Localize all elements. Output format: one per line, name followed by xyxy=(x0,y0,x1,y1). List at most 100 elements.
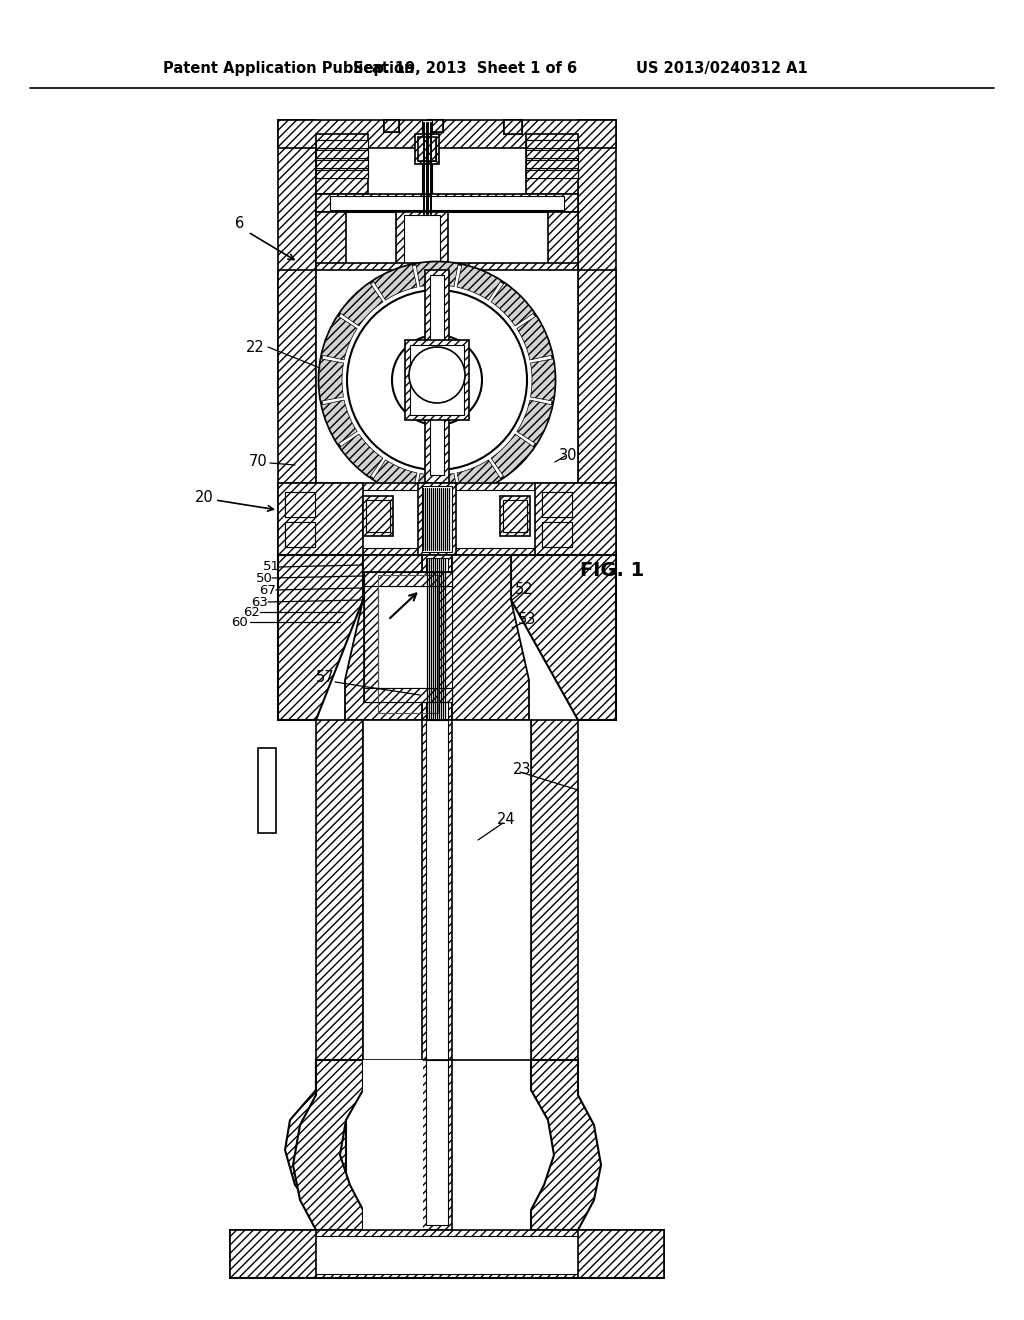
Bar xyxy=(278,483,616,554)
Bar xyxy=(526,140,578,148)
Bar xyxy=(285,521,315,546)
Polygon shape xyxy=(517,315,552,360)
Text: 22: 22 xyxy=(246,339,264,355)
Bar xyxy=(422,486,452,552)
Bar xyxy=(316,140,368,148)
Bar xyxy=(366,500,390,532)
Bar xyxy=(428,120,443,132)
Bar xyxy=(578,271,616,484)
Bar xyxy=(535,483,616,554)
Bar xyxy=(285,521,315,546)
Bar xyxy=(526,170,578,178)
Bar xyxy=(364,572,378,702)
Bar xyxy=(316,194,578,213)
Bar xyxy=(316,160,368,168)
Bar xyxy=(425,271,449,484)
Bar xyxy=(422,120,432,215)
Bar xyxy=(415,135,439,164)
Bar xyxy=(418,483,456,554)
Bar xyxy=(384,120,399,132)
Circle shape xyxy=(392,335,482,425)
Bar xyxy=(542,492,572,517)
Bar xyxy=(396,213,449,272)
Polygon shape xyxy=(452,554,529,719)
Polygon shape xyxy=(322,400,357,444)
Bar xyxy=(504,120,522,135)
Bar xyxy=(406,341,469,420)
Bar xyxy=(364,572,452,586)
Bar xyxy=(430,275,444,475)
Polygon shape xyxy=(293,1060,362,1230)
Polygon shape xyxy=(511,554,616,719)
Bar xyxy=(438,572,452,702)
Polygon shape xyxy=(517,400,552,444)
Polygon shape xyxy=(278,554,362,719)
Bar xyxy=(364,572,452,702)
Bar xyxy=(384,120,399,132)
Bar xyxy=(418,137,436,161)
Text: 67: 67 xyxy=(259,583,276,597)
Text: 51: 51 xyxy=(262,561,280,573)
Bar xyxy=(230,1230,664,1278)
Bar xyxy=(503,500,527,532)
Bar xyxy=(548,213,578,272)
Text: FIG. 1: FIG. 1 xyxy=(580,561,644,579)
Bar xyxy=(526,160,578,168)
Bar xyxy=(410,345,464,414)
Bar xyxy=(542,521,572,546)
Bar xyxy=(426,558,449,729)
Bar xyxy=(422,719,452,1060)
Polygon shape xyxy=(322,315,357,360)
Bar xyxy=(316,213,578,272)
Circle shape xyxy=(347,290,527,470)
Polygon shape xyxy=(492,434,535,477)
Bar xyxy=(285,492,315,517)
Polygon shape xyxy=(373,459,417,495)
Bar xyxy=(316,271,578,484)
Bar xyxy=(526,150,578,158)
Polygon shape xyxy=(530,359,555,401)
Bar xyxy=(316,213,346,272)
Bar xyxy=(526,160,578,168)
Bar xyxy=(422,554,452,730)
Bar xyxy=(364,572,452,586)
Bar xyxy=(316,140,368,148)
Text: 24: 24 xyxy=(497,813,515,828)
Polygon shape xyxy=(345,554,422,719)
Bar xyxy=(330,195,564,210)
Bar xyxy=(316,150,368,158)
Bar xyxy=(426,719,449,1060)
Bar xyxy=(426,1060,449,1225)
Bar xyxy=(578,1230,664,1278)
Bar xyxy=(316,150,368,158)
Bar xyxy=(316,263,578,279)
Bar xyxy=(258,748,276,833)
Bar xyxy=(316,135,368,194)
Bar xyxy=(526,135,578,194)
Polygon shape xyxy=(457,264,501,300)
Bar xyxy=(526,170,578,178)
Bar xyxy=(265,1236,629,1274)
Bar xyxy=(364,688,452,702)
Text: US 2013/0240312 A1: US 2013/0240312 A1 xyxy=(636,61,808,75)
Polygon shape xyxy=(416,261,458,286)
Bar xyxy=(278,271,316,484)
Polygon shape xyxy=(531,1060,601,1230)
Bar xyxy=(316,160,368,168)
Text: 53: 53 xyxy=(518,611,537,627)
Polygon shape xyxy=(285,1060,346,1230)
Polygon shape xyxy=(373,264,417,300)
Bar xyxy=(542,521,572,546)
Text: 52: 52 xyxy=(515,582,534,598)
Text: 23: 23 xyxy=(513,763,531,777)
Bar xyxy=(378,576,438,713)
Bar xyxy=(503,500,527,532)
Bar xyxy=(364,688,452,702)
Bar xyxy=(504,120,522,135)
Text: 63: 63 xyxy=(252,595,268,609)
Text: 62: 62 xyxy=(244,606,260,619)
Bar xyxy=(278,120,316,405)
Bar xyxy=(278,120,616,148)
Bar xyxy=(404,215,440,265)
Bar xyxy=(230,1230,316,1278)
